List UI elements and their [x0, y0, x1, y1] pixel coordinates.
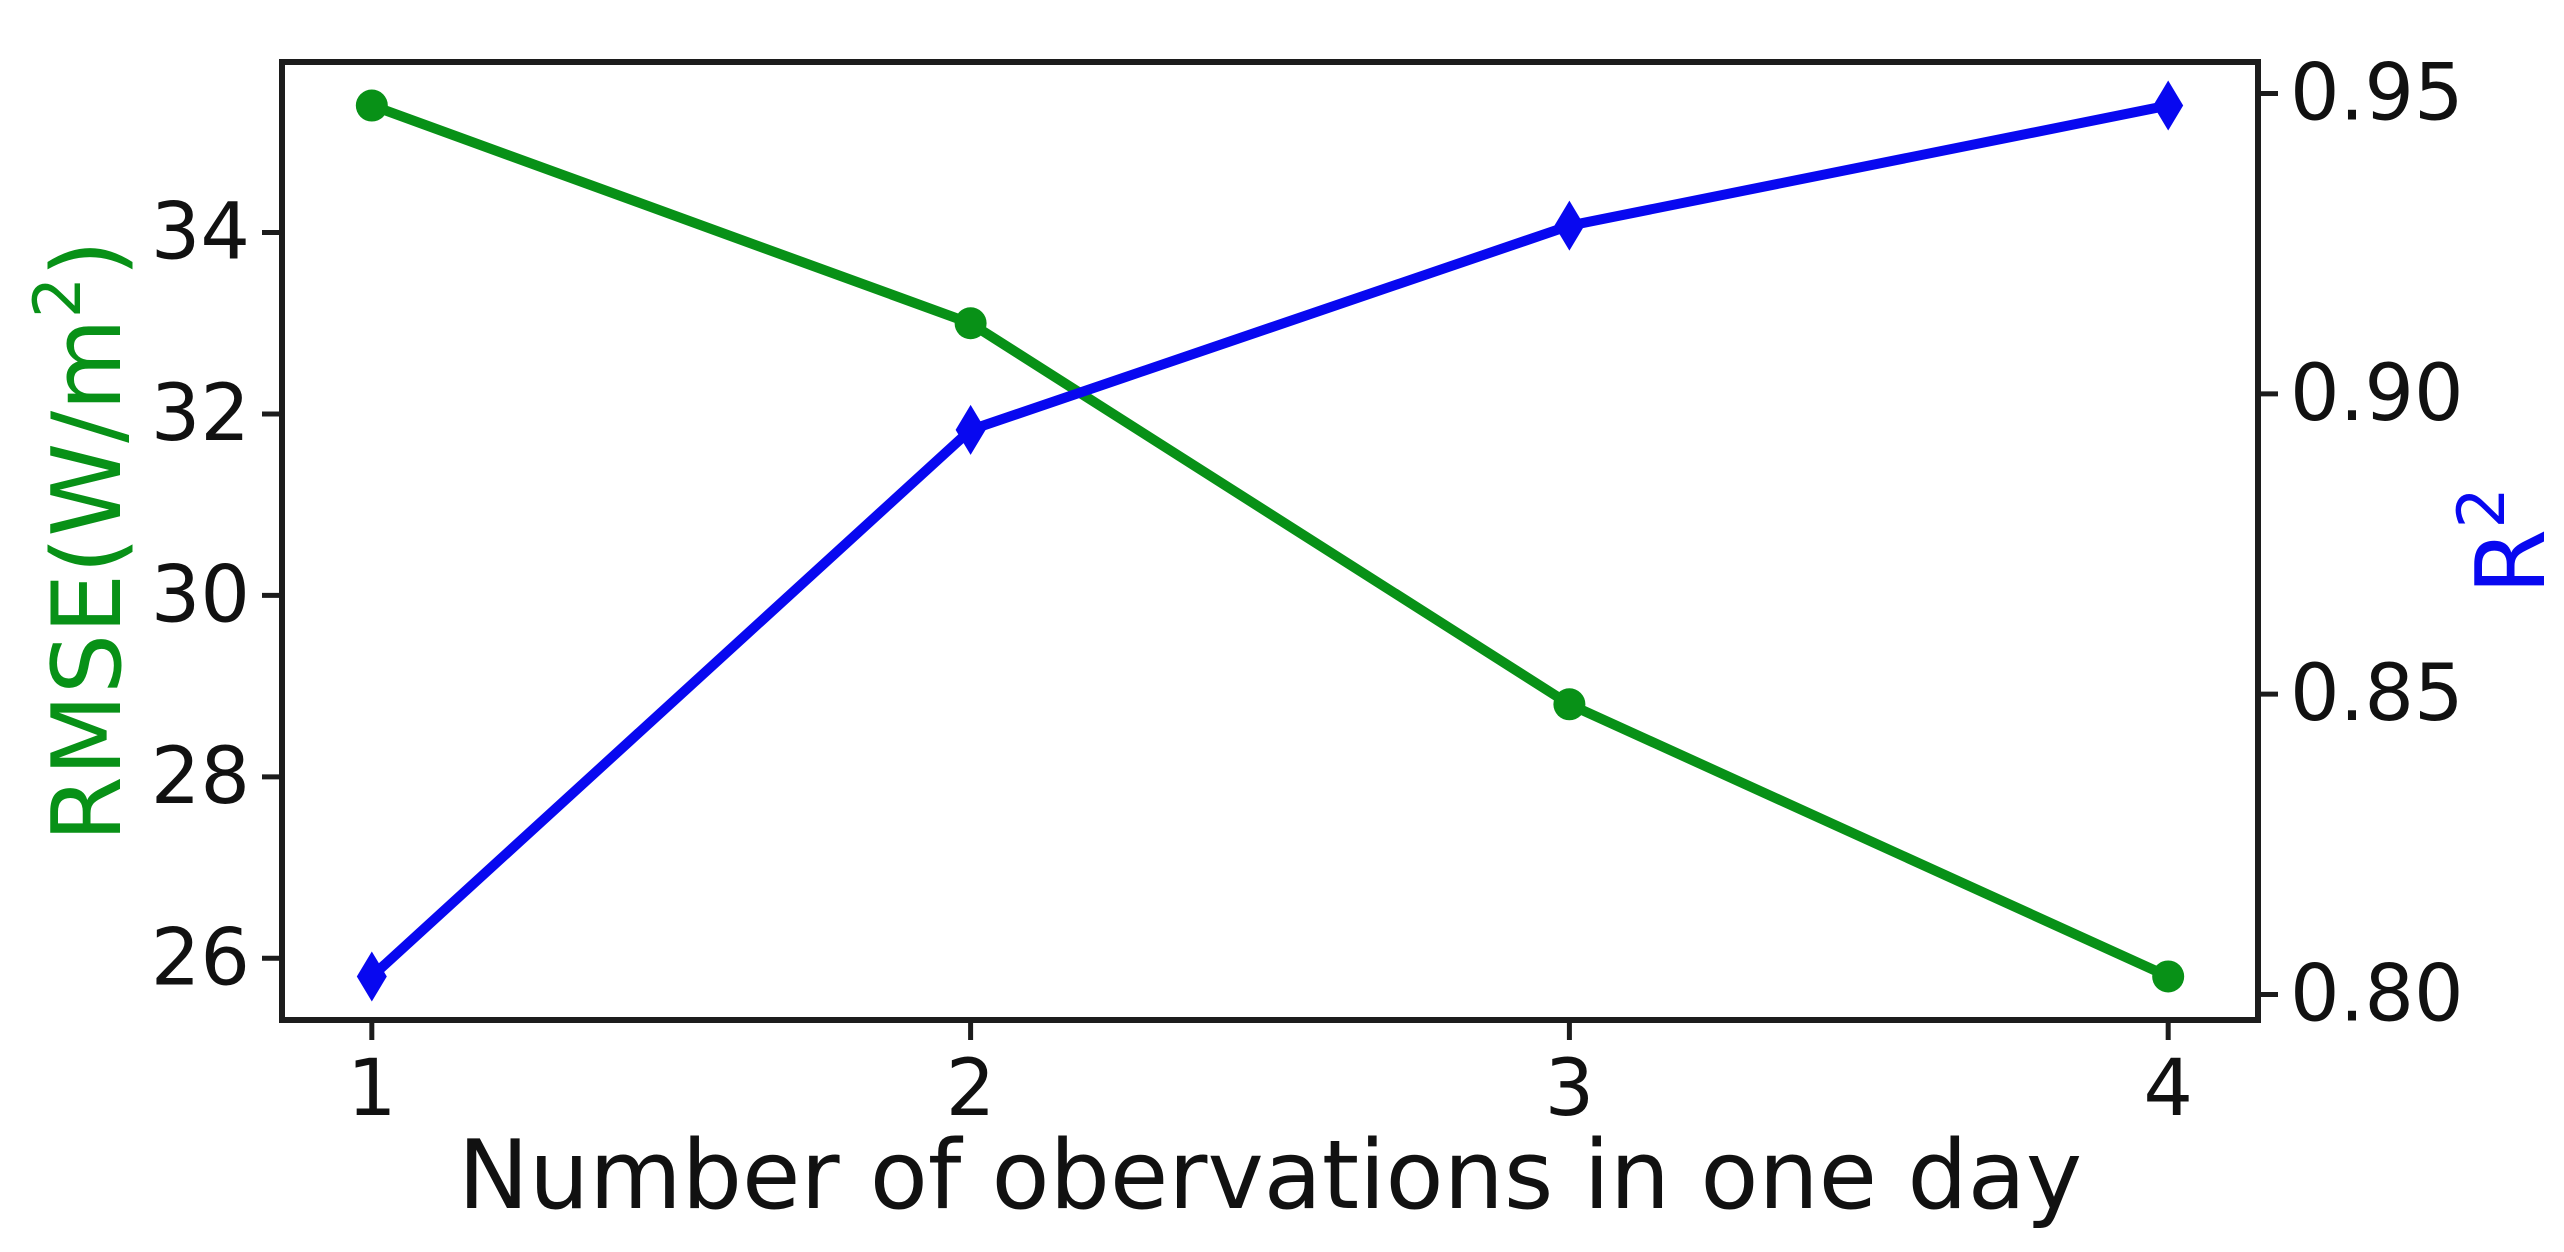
r2-marker	[1554, 200, 1585, 251]
y-axis-label-left: RMSE(W/m2)	[21, 240, 144, 842]
label-part: )	[33, 240, 143, 277]
y-right-tick-label: 0.85	[2290, 649, 2464, 739]
y-axis-label-right: R2	[2445, 487, 2564, 594]
x-tick-label: 1	[347, 1044, 397, 1134]
ylabel-right-g-text: R2	[2445, 487, 2564, 594]
rmse-marker	[1553, 688, 1586, 721]
y-right-tick-label: 0.95	[2290, 49, 2464, 139]
rmse-line	[370, 100, 2171, 982]
y-left-tick-label: 30	[151, 550, 250, 640]
x-tick-label: 2	[946, 1044, 996, 1134]
x-axis-label: Number of obervations in one day	[458, 1121, 2082, 1231]
series-layer	[355, 80, 2185, 1002]
y-right-tick-label: 0.80	[2290, 949, 2464, 1039]
y-left-tick-label: 28	[151, 732, 250, 822]
y-left-tick-label: 34	[151, 188, 250, 278]
label-part: RMSE(W/m	[33, 318, 143, 842]
x-tick-label: 3	[1545, 1044, 1595, 1134]
y-left-tick-label: 26	[151, 913, 250, 1003]
label-part: R	[2457, 529, 2564, 595]
rmse-marker	[2152, 960, 2185, 993]
r2-marker	[955, 404, 986, 455]
label-part: 2	[2445, 487, 2520, 528]
r2-line	[368, 100, 2170, 981]
x-tick-label: 4	[2143, 1044, 2193, 1134]
rmse-marker	[954, 307, 987, 340]
label-part: 2	[21, 277, 96, 318]
r2-marker	[2153, 80, 2184, 131]
y-left-tick-label: 32	[151, 369, 250, 459]
rmse-marker	[355, 89, 388, 122]
ylabel-left-g-text: RMSE(W/m2)	[21, 240, 144, 842]
r2-marker	[356, 951, 387, 1002]
plot-spines	[279, 59, 2261, 1023]
y-right-tick-label: 0.90	[2290, 349, 2464, 439]
